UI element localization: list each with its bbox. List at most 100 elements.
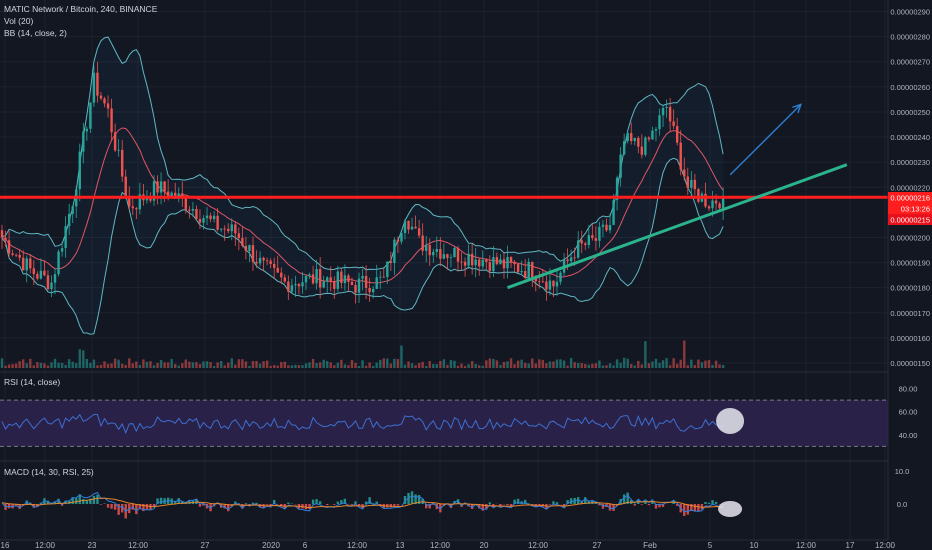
rsi-axis-labels: 80.00 60.00 40.00 [899, 385, 918, 440]
macd-axis-labels: 10.0 0.0 [895, 467, 910, 509]
macd-histogram-bar [113, 504, 117, 510]
macd-histogram-bar [318, 501, 322, 504]
volume-bar [43, 363, 46, 368]
candle-body [449, 257, 453, 259]
candle-body [60, 248, 64, 252]
macd-histogram-bar [357, 504, 361, 507]
candle-body [566, 259, 569, 262]
volume-bar [569, 358, 573, 368]
volume-bar [96, 365, 99, 368]
macd-histogram-bar [152, 504, 156, 507]
volume-bar [446, 364, 449, 368]
candle-body [170, 192, 173, 199]
volume-bar [608, 363, 612, 368]
volume-bar [78, 349, 81, 368]
volume-bar [294, 364, 297, 368]
candle-body [520, 271, 523, 273]
price-tick-label: 0.00000200 [890, 233, 930, 242]
macd-histogram-bar [658, 504, 661, 508]
volume-bar [382, 358, 385, 368]
candle-body [343, 275, 347, 284]
volume-bar [219, 361, 223, 368]
volume-bar [453, 360, 456, 368]
candle-body [658, 115, 661, 130]
price-axis-labels: 0.00000290 0.00000280 0.00000270 0.00000260… [890, 8, 930, 368]
macd-histogram-bar [548, 504, 552, 505]
candle-body [403, 220, 407, 233]
candle-body [647, 137, 651, 140]
macd-highlight-ellipse[interactable] [718, 500, 743, 517]
candle-body [495, 257, 499, 265]
time-tick-label: Feb [643, 541, 657, 550]
candle-body [340, 271, 343, 284]
macd-histogram-bar [301, 504, 304, 509]
candle-body [89, 102, 92, 129]
macd-histogram-bar [198, 504, 202, 507]
arrow-shaft [729, 103, 802, 176]
volume-bar [626, 358, 629, 368]
volume-bar [647, 363, 651, 368]
macd-histogram-bar [499, 504, 502, 507]
up-arrow-drawing[interactable] [729, 103, 803, 176]
time-tick-label: 5 [708, 541, 713, 550]
volume-bar [520, 359, 523, 368]
volume-bar [276, 365, 279, 368]
candle-body [435, 248, 439, 252]
price-axis[interactable] [888, 0, 932, 550]
volume-bar [85, 358, 89, 368]
macd-histogram-bar [626, 492, 629, 504]
volume-bar [4, 365, 7, 368]
macd-histogram-bar [371, 503, 375, 504]
support-trendline[interactable] [506, 163, 848, 290]
macd-histogram-bar [202, 504, 205, 506]
candle-body [612, 200, 615, 225]
macd-histogram-bar [354, 501, 357, 504]
candle-body [361, 275, 364, 279]
macd-histogram-bar [622, 494, 626, 504]
candle-body [78, 151, 81, 190]
candle-body [605, 224, 608, 231]
price-tick-label: 0.00000280 [890, 33, 930, 42]
macd-histogram-bar [432, 504, 435, 505]
price-tick-label: 0.00000290 [890, 8, 930, 17]
candle-body [555, 281, 559, 287]
volume-bar [516, 360, 520, 368]
candle-body [82, 131, 85, 152]
time-tick-label: 12:00 [796, 541, 817, 550]
candle-body [11, 253, 14, 255]
rsi-highlight-ellipse[interactable] [716, 407, 745, 434]
volume-bar [361, 360, 364, 368]
volume-bar [75, 363, 78, 368]
volume-bar [711, 364, 714, 368]
rsi-tick-label: 60.00 [899, 408, 918, 417]
rsi-line [1, 413, 724, 435]
candle-body [410, 226, 414, 230]
macd-histogram-bar [227, 504, 230, 512]
time-tick-label: 17 [846, 541, 855, 550]
macd-histogram-bar [375, 501, 378, 504]
macd-histogram-bar [410, 491, 414, 504]
volume-bar [241, 359, 244, 368]
price-tick-label: 0.00000190 [890, 259, 930, 268]
candle-body [499, 259, 502, 265]
candle-body [538, 281, 541, 283]
candle-body [117, 149, 120, 151]
macd-histogram-bar [315, 499, 318, 504]
price-tick-label: 0.00000150 [890, 359, 930, 368]
volume-bar [555, 359, 559, 368]
candle-body [36, 273, 39, 279]
candle-body [651, 130, 654, 140]
macd-histogram-bar [470, 504, 474, 510]
macd-signal-line [1, 497, 724, 509]
macd-histogram-bar [414, 494, 417, 504]
volume-bar [227, 362, 230, 368]
candle-body [227, 228, 230, 232]
candle-body [184, 197, 188, 210]
price-tick-label: 0.00000170 [890, 309, 930, 318]
volume-bar [470, 361, 474, 368]
time-axis-labels[interactable]: 16 12:00 23 12:00 27 2020 6 12:00 13 12:00 20 12:00… [1, 541, 896, 550]
volume-bar [290, 365, 294, 368]
macd-histogram-bar [244, 503, 248, 504]
candle-body [318, 268, 322, 288]
candle-body [668, 106, 672, 122]
